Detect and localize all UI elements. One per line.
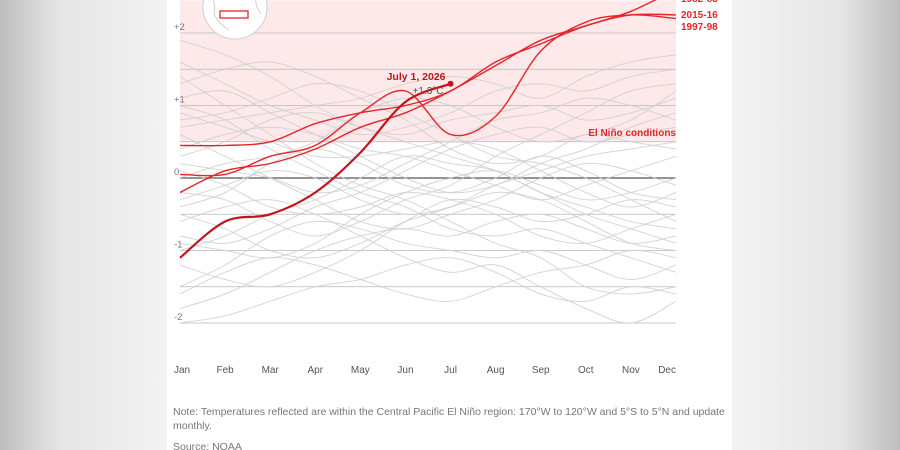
background-series-line: [179, 213, 677, 309]
x-tick-label: Jul: [444, 365, 457, 376]
background-series-line: [179, 97, 677, 194]
background-series-line: [179, 170, 677, 251]
background-series-line: [179, 199, 677, 324]
globe-map-icon: [202, 0, 268, 40]
x-tick-label: Jan: [174, 365, 190, 376]
x-axis-labels: Jan Feb Mar Apr May Jun Jul Aug Sep Oct Nov Dec: [174, 365, 676, 376]
x-tick-label: May: [351, 365, 370, 376]
x-tick-label: Feb: [216, 365, 234, 376]
forecast-2026-line: [179, 82, 451, 259]
background-series-line: [179, 61, 677, 136]
background-series-line: [179, 257, 677, 324]
background-series-line: [179, 61, 677, 165]
forecast-endpoint-marker: [447, 80, 454, 87]
background-series-line: [179, 141, 677, 259]
highlight-series-line: [179, 13, 677, 147]
y-tick-label: 0: [174, 167, 179, 178]
series-end-label: 2015-16: [681, 10, 718, 21]
chart-note: Note: Temperatures reflected are within …: [173, 406, 725, 432]
background-series-line: [179, 249, 677, 302]
grid-lines: [180, 32, 676, 324]
y-axis-labels: +2 +1 0 -1 -2: [174, 22, 185, 323]
background-series-line: [179, 170, 677, 245]
background-series-line: [179, 220, 677, 288]
forecast-value-label: +1.3°C: [413, 86, 444, 97]
x-tick-label: Dec: [658, 365, 676, 376]
background-series-line: [179, 126, 677, 201]
background-series-line: [179, 198, 677, 288]
forecast-series: July 1, 2026 +1.3°C: [179, 71, 454, 259]
background-series-line: [179, 39, 677, 244]
background-series-line: [179, 126, 677, 244]
y-tick-label: -1: [174, 240, 182, 251]
background-series-line: [179, 112, 677, 208]
y-tick-label: +2: [174, 22, 185, 33]
series-end-label: 1982-83: [681, 0, 718, 5]
x-tick-label: Mar: [262, 365, 280, 376]
background-series-line: [179, 134, 677, 230]
y-tick-label: +1: [174, 95, 185, 106]
el-nino-conditions-label: El Niño conditions: [588, 128, 676, 139]
chart-source: Source: NOAA: [173, 441, 242, 450]
highlight-series-line: [179, 14, 677, 177]
x-tick-label: Sep: [532, 365, 550, 376]
x-tick-label: Apr: [307, 365, 323, 376]
background-series-line: [179, 97, 677, 157]
x-tick-label: Oct: [578, 365, 594, 376]
background-series-line: [179, 83, 677, 222]
background-series-line: [179, 90, 677, 194]
background-series-line: [179, 83, 677, 237]
background-series-line: [179, 76, 677, 295]
background-series-line: [179, 54, 677, 128]
x-tick-label: Nov: [622, 365, 640, 376]
x-tick-label: Aug: [487, 365, 505, 376]
background-series-line: [179, 148, 677, 208]
y-tick-label: -2: [174, 312, 182, 323]
forecast-date-label: July 1, 2026: [387, 71, 446, 83]
series-end-label: 1997-98: [681, 22, 718, 33]
background-series-line: [179, 105, 677, 273]
x-tick-label: Jun: [397, 365, 413, 376]
